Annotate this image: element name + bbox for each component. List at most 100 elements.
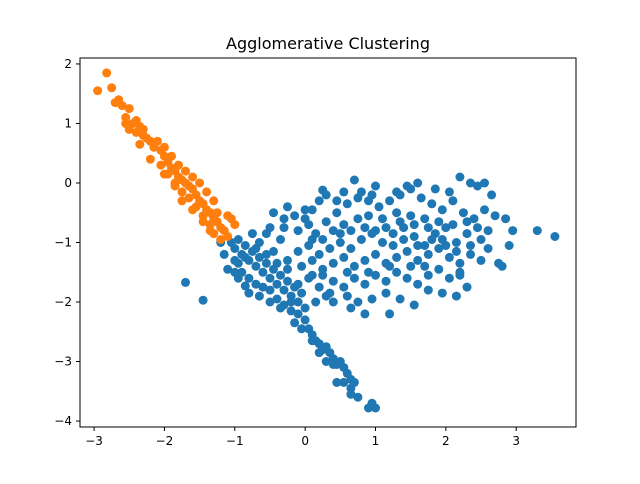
scatter-point [261, 229, 271, 239]
scatter-point [378, 214, 387, 224]
scatter-point [269, 208, 278, 218]
scatter-point [261, 258, 271, 268]
scatter-point [152, 136, 162, 146]
scatter-point [381, 223, 391, 233]
scatter-point [413, 178, 423, 188]
scatter-point [346, 389, 356, 399]
scatter-point [174, 160, 183, 170]
scatter-point [304, 220, 314, 230]
scatter-point [367, 190, 377, 200]
scatter-point [184, 193, 194, 203]
scatter-point [356, 187, 366, 197]
scatter-point [476, 255, 486, 265]
scatter-point [349, 175, 359, 185]
scatter-point [342, 291, 352, 301]
scatter-point [177, 196, 187, 206]
scatter-point [258, 267, 268, 277]
scatter-point [135, 139, 145, 149]
scatter-point [293, 246, 303, 256]
scatter-point [437, 288, 447, 298]
x-tick-label: 0 [301, 434, 309, 448]
x-tick-label: −1 [226, 434, 244, 448]
scatter-point [332, 208, 342, 218]
y-tick-label: −1 [54, 236, 72, 250]
y-tick-label: 0 [64, 176, 72, 190]
scatter-point [462, 229, 472, 239]
scatter-point [448, 196, 458, 206]
scatter-point [483, 226, 493, 236]
scatter-point [307, 205, 317, 215]
scatter-point [490, 211, 500, 221]
scatter-point [286, 297, 296, 307]
scatter-point [501, 214, 511, 224]
scatter-point [332, 196, 342, 206]
scatter-point [335, 238, 345, 247]
scatter-point [473, 181, 482, 191]
scatter-point [430, 184, 440, 194]
scatter-point [434, 217, 444, 227]
scatter-point [202, 187, 212, 197]
scatter-point [441, 241, 451, 250]
scatter-point [356, 235, 366, 244]
scatter-point [385, 309, 395, 319]
scatter-point [480, 205, 489, 215]
scatter-point [399, 235, 409, 244]
scatter-point [385, 261, 395, 271]
scatter-point [233, 235, 243, 244]
scatter-point [300, 303, 310, 313]
scatter-point [381, 288, 391, 298]
points-layer [93, 68, 560, 413]
scatter-point [279, 214, 289, 224]
scatter-point [328, 258, 338, 268]
scatter-point [346, 303, 356, 313]
scatter-point [254, 252, 264, 262]
scatter-point [272, 258, 282, 268]
scatter-point [258, 282, 268, 292]
scatter-point [293, 279, 303, 289]
scatter-point [230, 220, 240, 230]
scatter-point [223, 211, 233, 221]
scatter-point [423, 270, 433, 280]
scatter-point [297, 288, 307, 298]
scatter-point [374, 202, 384, 212]
scatter-point [314, 249, 324, 259]
scatter-point [276, 270, 285, 280]
scatter-point [371, 181, 380, 191]
scatter-point [265, 285, 275, 295]
scatter-point [462, 282, 472, 292]
scatter-point [466, 178, 475, 188]
scatter-point [304, 273, 314, 283]
scatter-point [339, 187, 349, 197]
scatter-point [406, 261, 416, 271]
scatter-point [360, 255, 370, 265]
y-tick-label: −4 [54, 414, 72, 428]
scatter-point [159, 142, 169, 152]
scatter-point [233, 273, 243, 283]
scatter-point [395, 294, 405, 304]
scatter-point [371, 226, 380, 236]
scatter-point [265, 297, 275, 307]
scatter-point [402, 246, 412, 256]
scatter-point [156, 160, 166, 170]
scatter-point [532, 226, 542, 236]
scatter-point [265, 273, 275, 283]
x-tick-label: 1 [372, 434, 380, 448]
scatter-point [476, 235, 486, 244]
scatter-point [473, 223, 482, 233]
scatter-point [402, 273, 412, 283]
scatter-point [458, 208, 468, 218]
scatter-point [480, 178, 489, 188]
scatter-point [328, 360, 338, 369]
scatter-point [427, 199, 437, 209]
scatter-point [244, 273, 254, 283]
scatter-point [223, 232, 233, 241]
scatter-point [261, 249, 271, 259]
scatter-point [371, 270, 380, 280]
scatter-point [444, 273, 454, 283]
scatter-point [117, 101, 127, 111]
scatter-point [349, 273, 359, 283]
y-tick-label: 1 [64, 116, 72, 130]
scatter-point [413, 241, 423, 250]
scatter-point [307, 336, 317, 346]
